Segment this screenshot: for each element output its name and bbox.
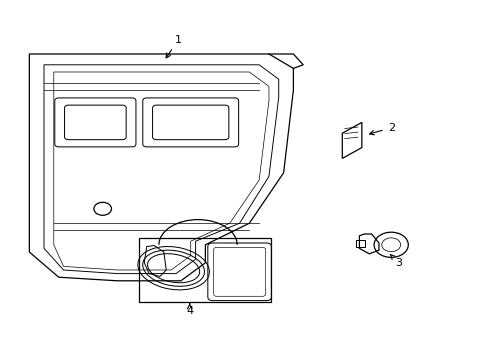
Text: 3: 3 — [389, 254, 401, 268]
Text: 1: 1 — [166, 35, 182, 58]
Text: 4: 4 — [186, 303, 193, 316]
Bar — [139, 238, 271, 302]
Text: 2: 2 — [369, 123, 394, 135]
Bar — [355, 240, 364, 247]
